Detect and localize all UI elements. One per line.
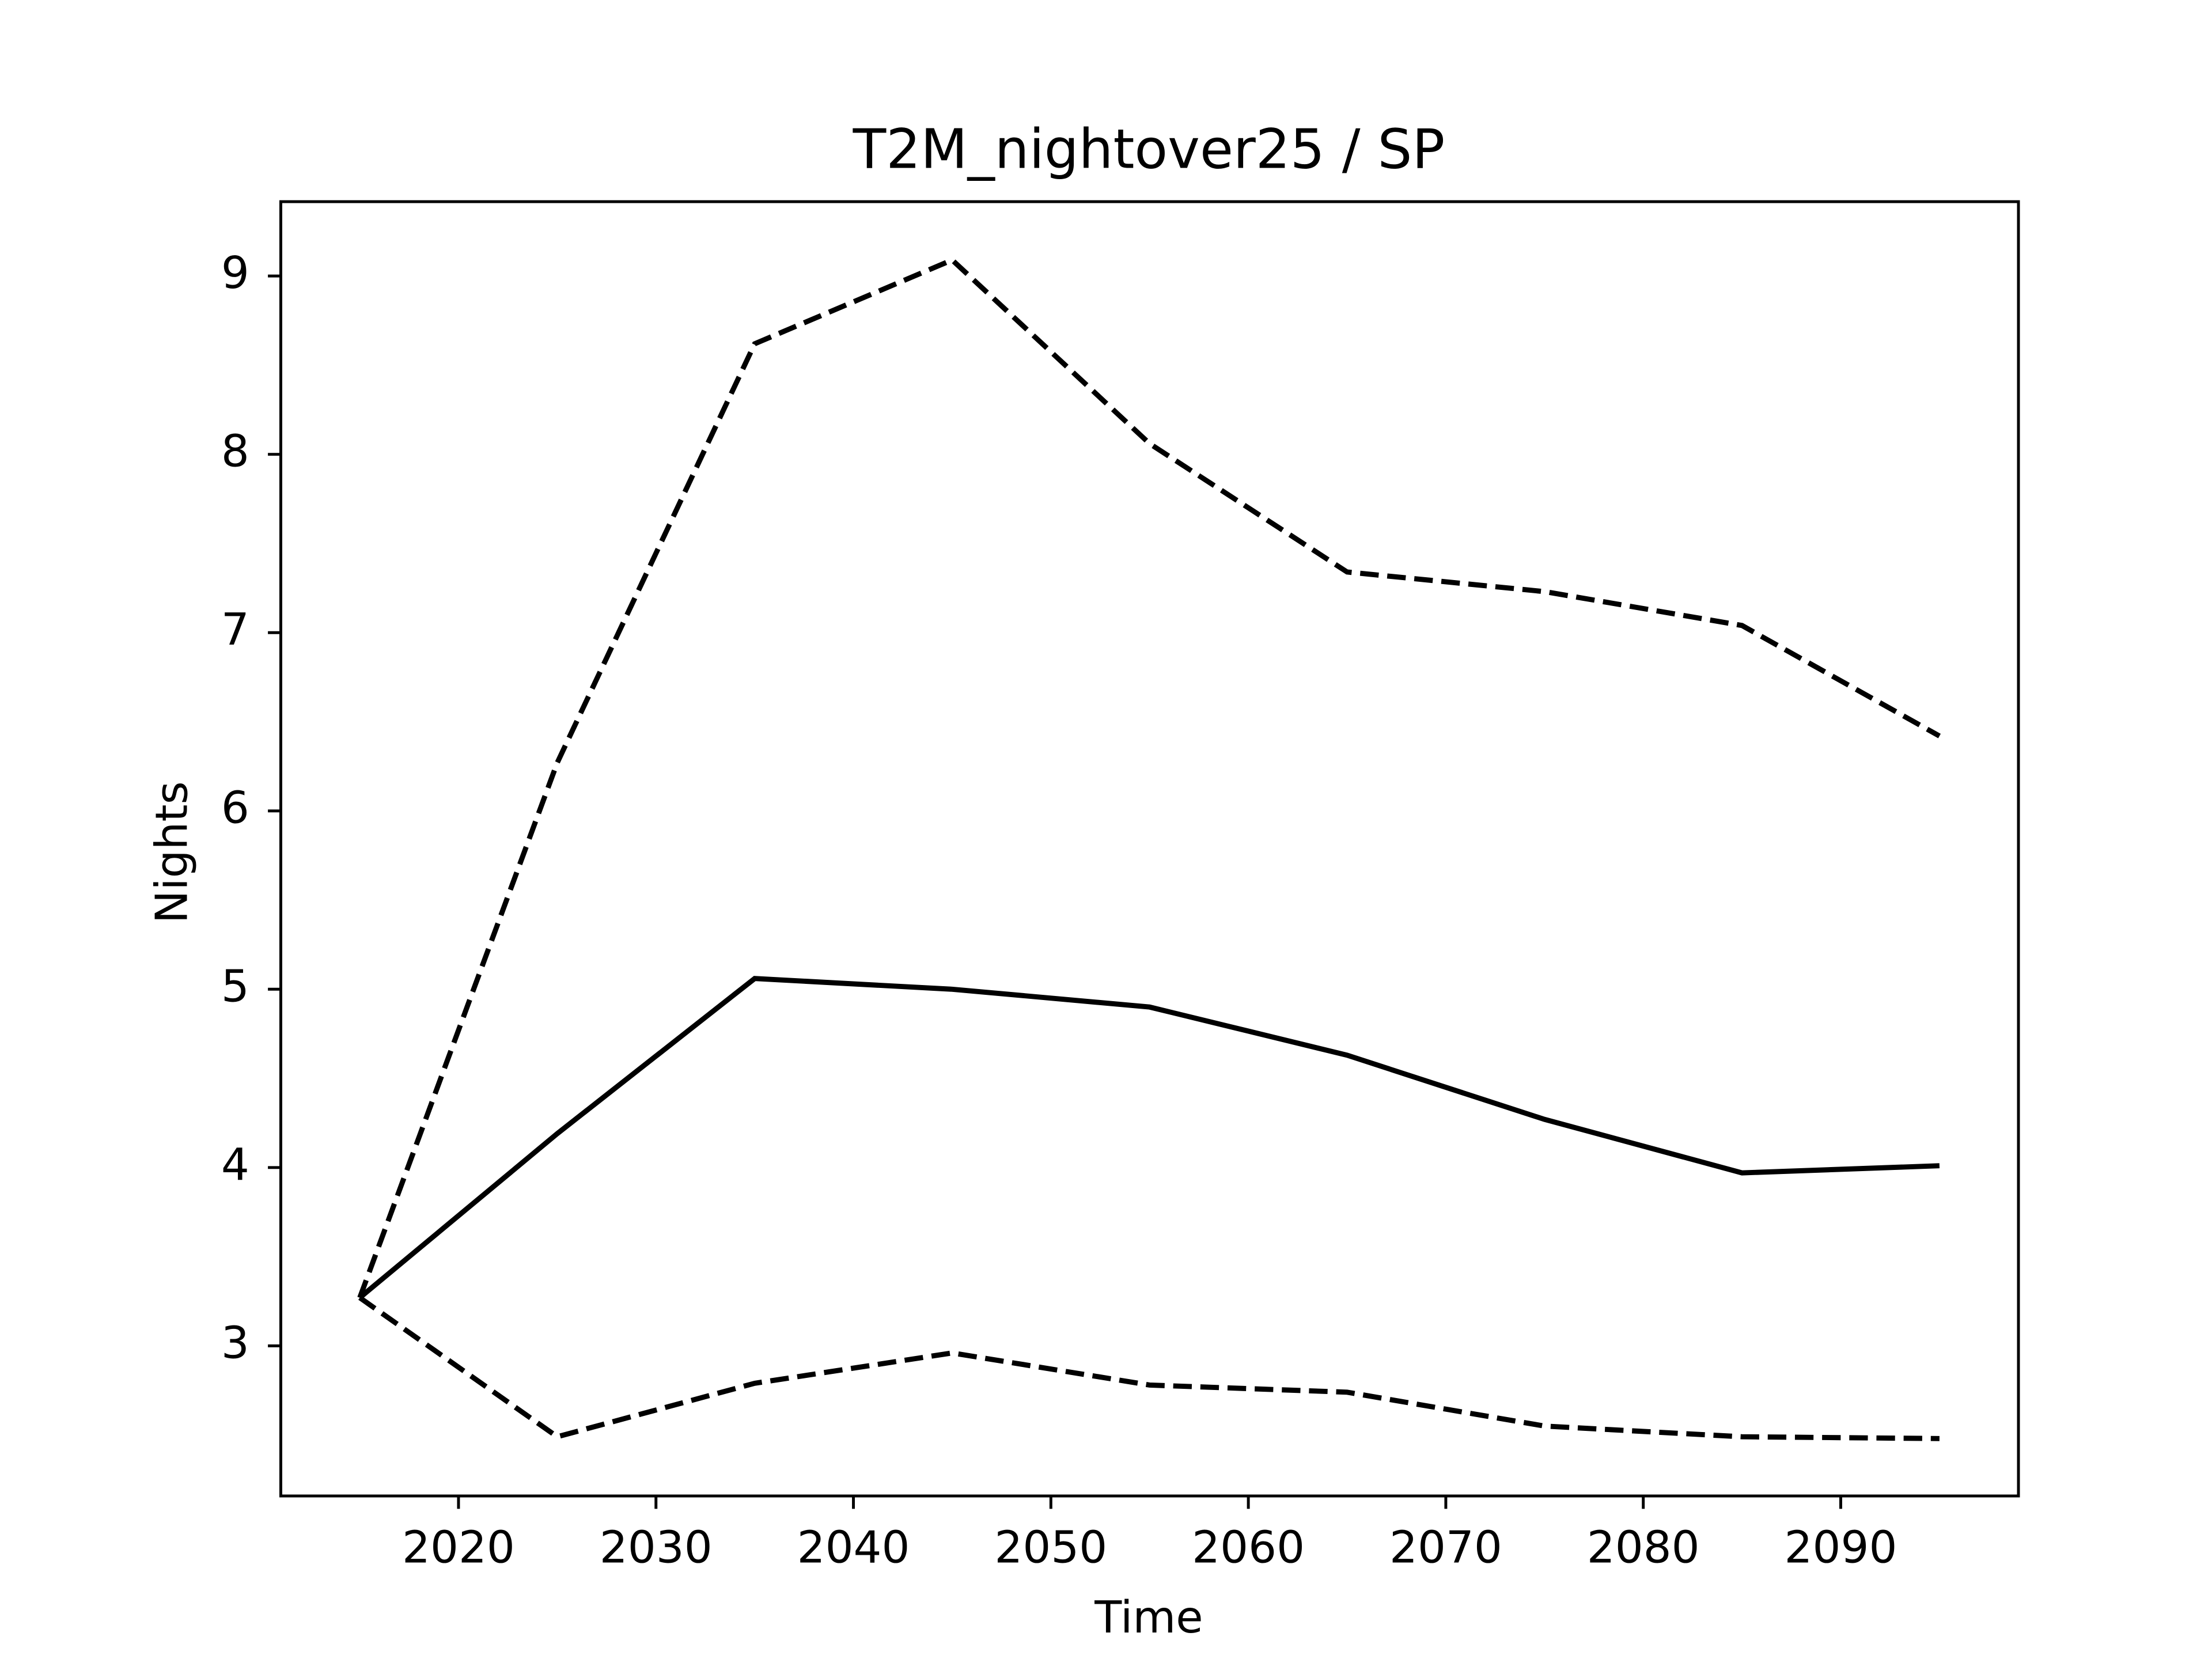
y-tick-label: 6 — [221, 783, 249, 834]
y-tick-label: 8 — [221, 426, 249, 478]
chart-title: T2M_nightover25 / SP — [853, 118, 1445, 181]
x-tick-label: 2020 — [402, 1522, 515, 1573]
x-tick-label: 2040 — [797, 1522, 910, 1573]
y-tick-label: 4 — [221, 1139, 249, 1191]
x-tick-label: 2050 — [994, 1522, 1107, 1573]
y-tick-label: 7 — [221, 604, 249, 656]
series-line — [358, 1296, 1940, 1441]
y-tick-label: 9 — [221, 248, 249, 299]
x-tick-label: 2090 — [1785, 1522, 1897, 1573]
x-axis-label: Time — [1094, 1592, 1203, 1643]
x-tick-label: 2030 — [600, 1522, 713, 1573]
y-tick-label: 3 — [221, 1317, 249, 1369]
y-tick-label: 5 — [221, 961, 249, 1012]
plot-frame — [279, 200, 2020, 1498]
x-tick-label: 2080 — [1587, 1522, 1700, 1573]
series-line — [358, 976, 1940, 1300]
x-tick-label: 2060 — [1192, 1522, 1305, 1573]
y-axis-label: Nights — [147, 781, 198, 923]
x-tick-label: 2070 — [1389, 1522, 1502, 1573]
series-line — [357, 257, 1941, 1299]
